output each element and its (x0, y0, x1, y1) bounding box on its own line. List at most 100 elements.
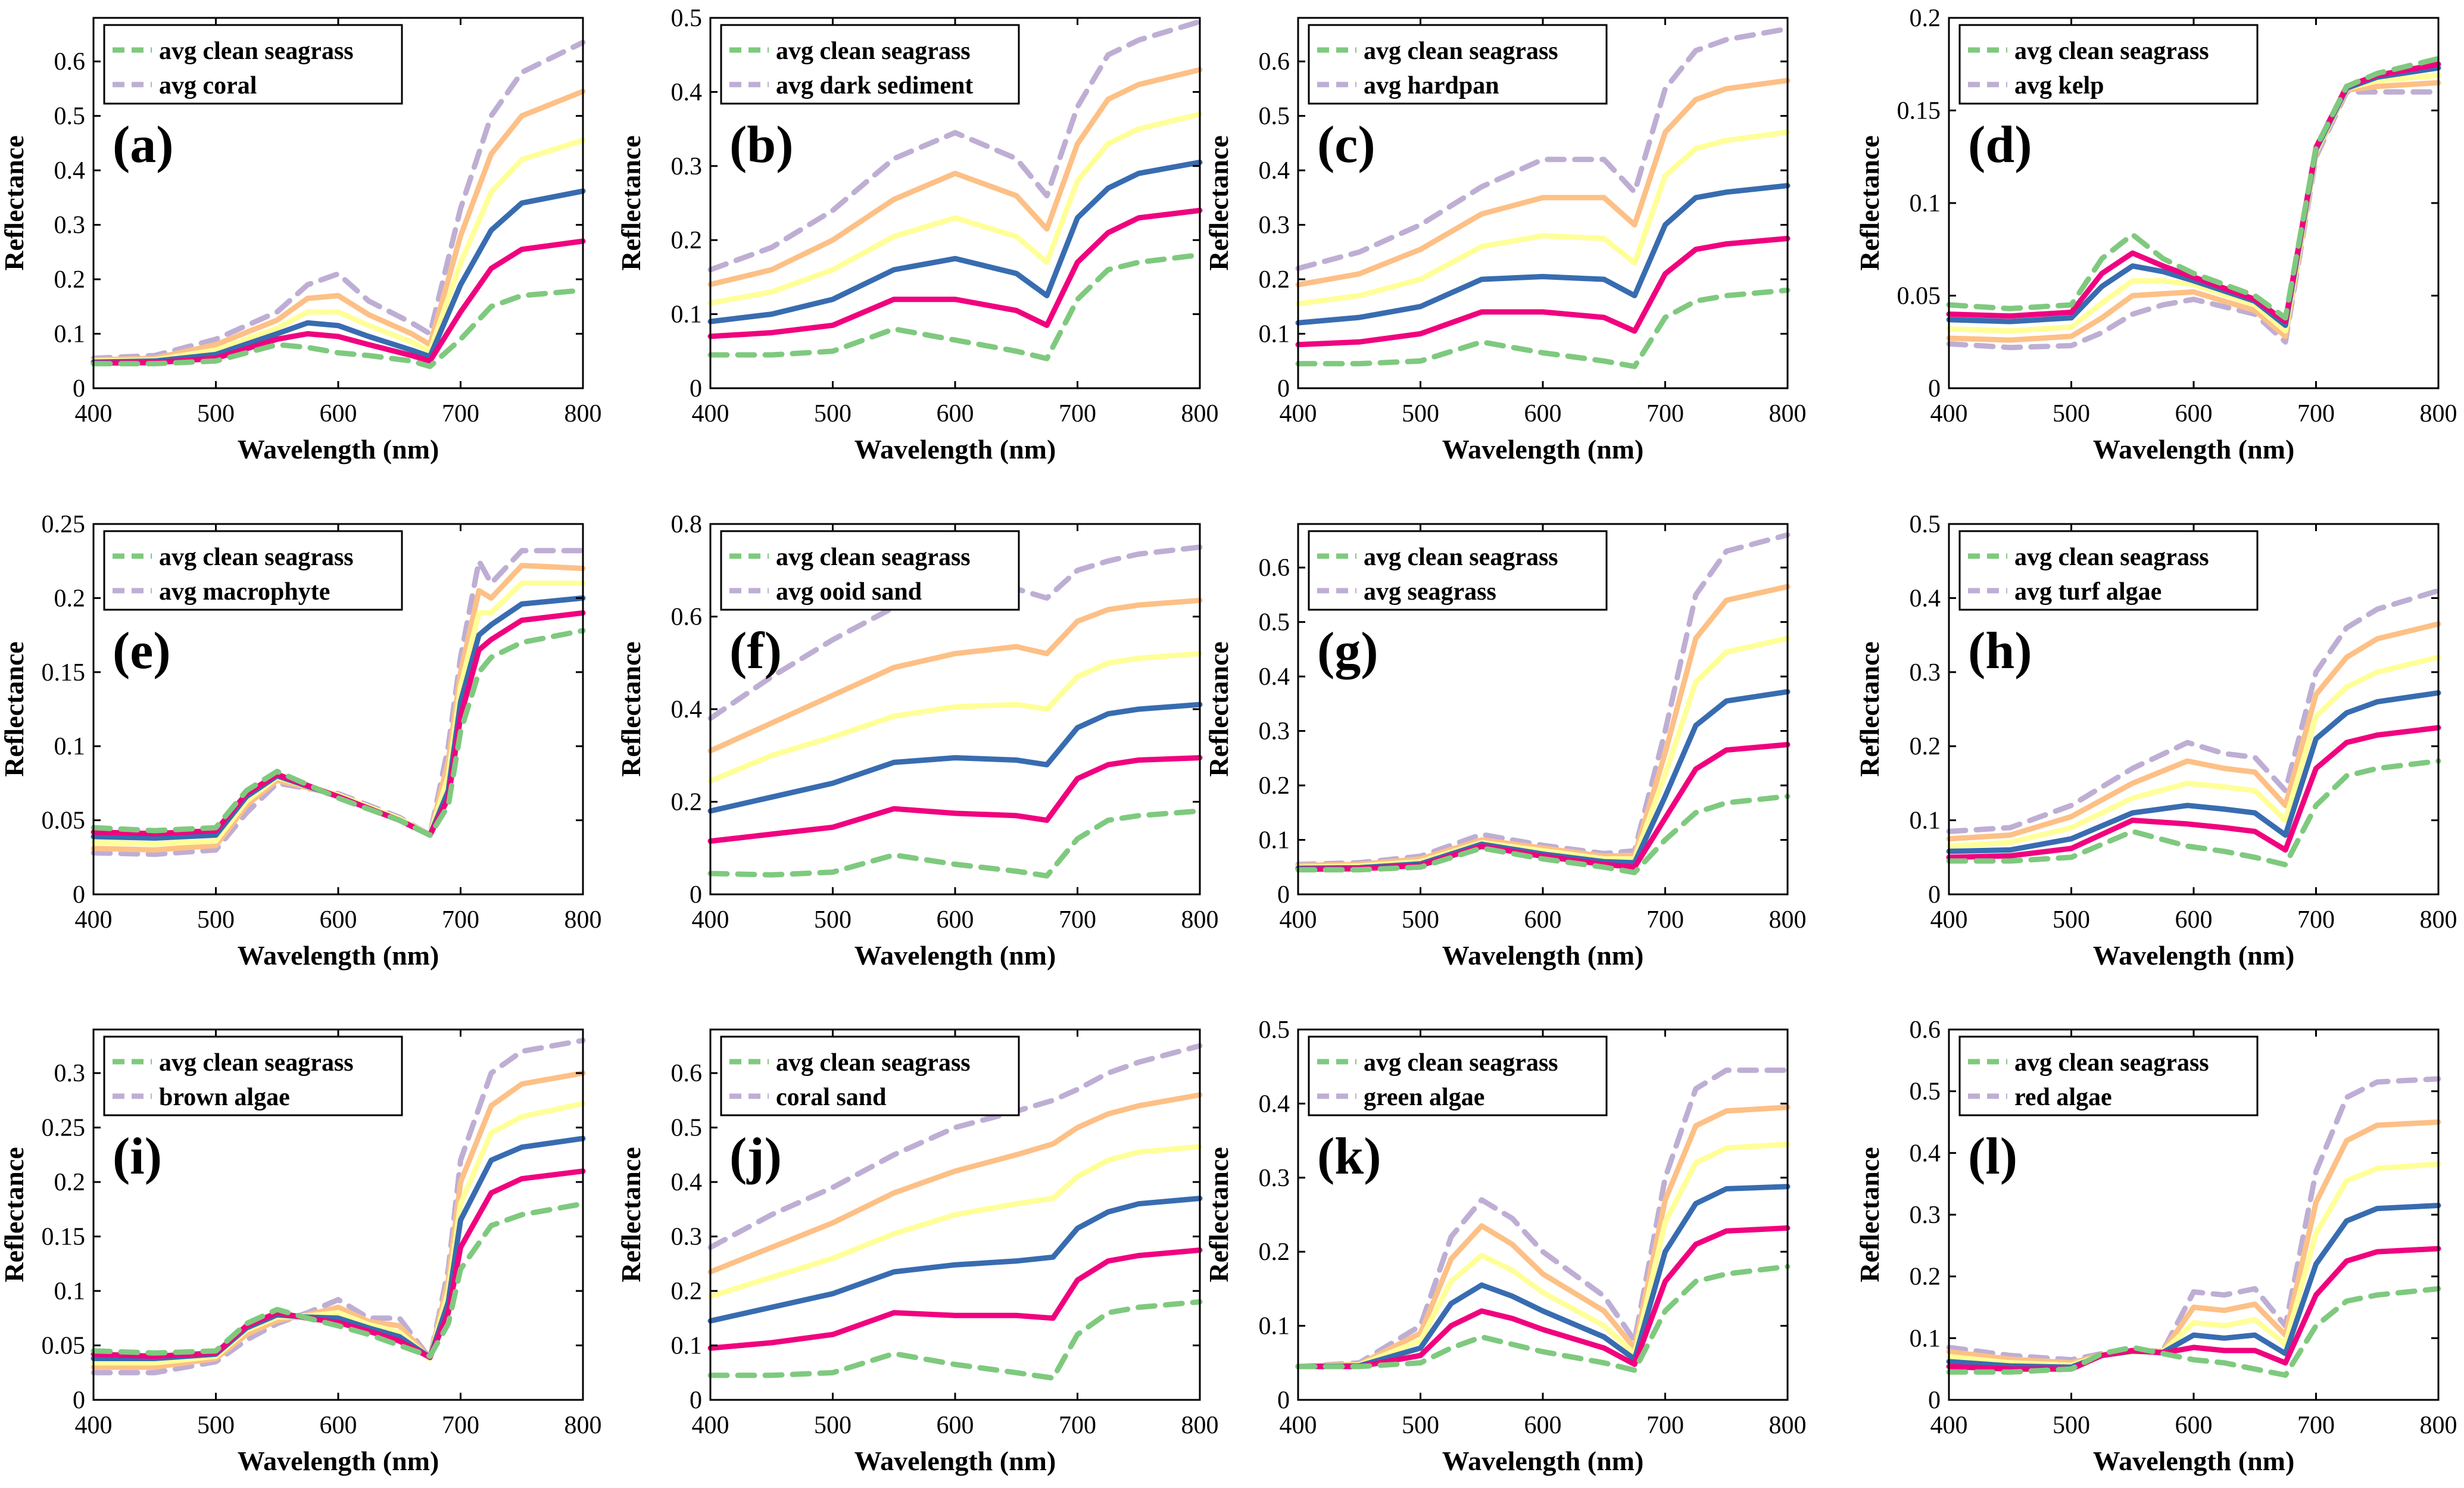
series-mix25-c (1295, 183, 1791, 326)
panel-label: (a) (113, 116, 174, 174)
legend-label-other: avg hardpan (1364, 72, 1499, 99)
legend-box (1958, 530, 2259, 611)
y-tick-label: 0 (690, 881, 702, 909)
legend-label-other: avg ooid sand (776, 578, 922, 606)
legend-label-clean: avg clean seagrass (159, 544, 354, 571)
x-tick-label: 800 (1181, 1412, 1219, 1439)
series-mix50-b (707, 111, 1203, 306)
y-tick-label: 0.5 (671, 5, 703, 32)
y-axis-title: Reflectance (616, 135, 646, 270)
series-clean-l (1946, 1286, 2441, 1378)
legend-label-clean: avg clean seagrass (1364, 544, 1558, 571)
y-tick-label: 0.1 (1910, 190, 1941, 217)
series-mix25-b (707, 160, 1203, 325)
y-tick-label: 0.2 (671, 227, 703, 254)
y-tick-label: 0.3 (1259, 1165, 1290, 1192)
series-mix0-f (707, 755, 1203, 844)
series-mix0-k (1295, 1225, 1791, 1370)
y-tick-label: 0.1 (1259, 1313, 1290, 1340)
series-mix25-l (1946, 1203, 2441, 1370)
legend: avg clean seagrass avg dark sediment (720, 24, 1020, 105)
panel-label: (c) (1317, 116, 1376, 174)
y-tick-label: 0.6 (671, 1060, 703, 1087)
y-tick-label: 0.4 (1259, 1090, 1290, 1118)
panel-label: (j) (729, 1128, 782, 1186)
legend-label-other: avg coral (159, 72, 257, 99)
y-tick-label: 0.4 (1259, 157, 1290, 185)
y-tick-label: 0.5 (1259, 609, 1290, 637)
panel-label: (f) (729, 622, 782, 680)
panel-f: 400 500 600 700 800 0 0.2 0.4 0.6 0.8 Wavelength (… (616, 511, 1219, 971)
series-mix25-j (707, 1196, 1203, 1324)
x-axis-title: Wavelength (nm) (854, 940, 1056, 971)
legend: avg clean seagrass avg ooid sand (720, 530, 1020, 611)
legend: avg clean seagrass green algae (1308, 1035, 1608, 1116)
legend-label-other: avg macrophyte (159, 578, 330, 606)
legend-label-other: avg kelp (2014, 72, 2104, 99)
legend-label-clean: avg clean seagrass (159, 1049, 354, 1077)
x-tick-label: 500 (2053, 400, 2090, 428)
y-axis-title: Reflectance (1854, 641, 1885, 776)
x-tick-label: 400 (75, 1412, 113, 1439)
x-tick-label: 500 (814, 906, 852, 934)
series-other-k (1295, 1067, 1791, 1370)
legend: avg clean seagrass avg coral (103, 24, 403, 105)
y-tick-label: 0.5 (1910, 511, 1941, 538)
x-axis-title: Wavelength (nm) (1442, 940, 1644, 971)
panel-g: 400 500 600 700 800 0 0.1 0.2 0.3 0.4 0.5 0.6 Wavele… (1203, 523, 1807, 971)
legend-label-other: green algae (1364, 1084, 1484, 1111)
x-tick-label: 600 (2175, 400, 2213, 428)
y-tick-label: 0.2 (1259, 772, 1290, 800)
x-tick-label: 400 (1280, 400, 1317, 428)
y-tick-label: 0.6 (54, 48, 86, 76)
legend-box (720, 1035, 1020, 1116)
panel-label: (e) (113, 622, 171, 680)
y-tick-label: 0.25 (42, 511, 86, 538)
y-axis-title: Reflectance (1203, 135, 1234, 270)
series-clean-a (91, 287, 586, 369)
x-tick-label: 500 (197, 400, 235, 428)
x-tick-label: 400 (692, 906, 729, 934)
series-mix25-h (1946, 690, 2441, 854)
y-tick-label: 0.3 (1259, 718, 1290, 745)
legend-label-clean: avg clean seagrass (776, 38, 971, 65)
y-tick-label: 0.3 (54, 212, 86, 239)
x-tick-label: 500 (1402, 906, 1439, 934)
y-tick-label: 0.05 (1897, 283, 1941, 310)
panel-label: (i) (113, 1128, 162, 1186)
x-tick-label: 700 (1646, 1412, 1684, 1439)
y-tick-label: 0.4 (671, 1169, 703, 1196)
x-tick-label: 400 (1930, 400, 1968, 428)
y-tick-label: 0.3 (1910, 1202, 1941, 1229)
y-tick-label: 0 (73, 375, 85, 403)
series-mix75-f (707, 597, 1203, 754)
y-tick-label: 0.1 (1259, 827, 1290, 854)
y-tick-label: 0.2 (1910, 733, 1941, 760)
x-tick-label: 800 (2420, 400, 2457, 428)
series-other-a (91, 39, 586, 361)
series-clean-f (707, 808, 1203, 879)
series-clean-h (1946, 758, 2441, 868)
y-tick-label: 0 (690, 1387, 702, 1414)
legend-label-other: avg seagrass (1364, 578, 1496, 606)
y-tick-label: 0.2 (54, 585, 86, 612)
y-axis-title: Reflectance (616, 1147, 646, 1282)
legend-label-clean: avg clean seagrass (159, 38, 354, 65)
x-axis-title: Wavelength (nm) (1442, 1446, 1644, 1476)
y-tick-label: 0.1 (54, 733, 86, 760)
series-clean-g (1295, 793, 1791, 875)
legend-label-clean: avg clean seagrass (776, 1049, 971, 1077)
panel-h: 400 500 600 700 800 0 0.1 0.2 0.3 0.4 0.5 Wavelengt… (1854, 511, 2457, 971)
y-tick-label: 0.3 (1259, 212, 1290, 239)
x-tick-label: 700 (442, 1412, 479, 1439)
panel-j: 400 500 600 700 800 0 0.1 0.2 0.3 0.4 0.5 0.6 Wavele… (616, 1028, 1219, 1476)
y-tick-label: 0.3 (671, 1224, 703, 1251)
x-axis-title: Wavelength (nm) (2093, 434, 2295, 464)
x-tick-label: 700 (1646, 400, 1684, 428)
series-mix50-f (707, 651, 1203, 784)
y-tick-label: 0.5 (671, 1115, 703, 1142)
x-tick-label: 700 (1059, 400, 1096, 428)
y-tick-label: 0 (1928, 881, 1941, 909)
series-other-h (1946, 588, 2441, 834)
legend-label-other: red algae (2014, 1084, 2112, 1111)
